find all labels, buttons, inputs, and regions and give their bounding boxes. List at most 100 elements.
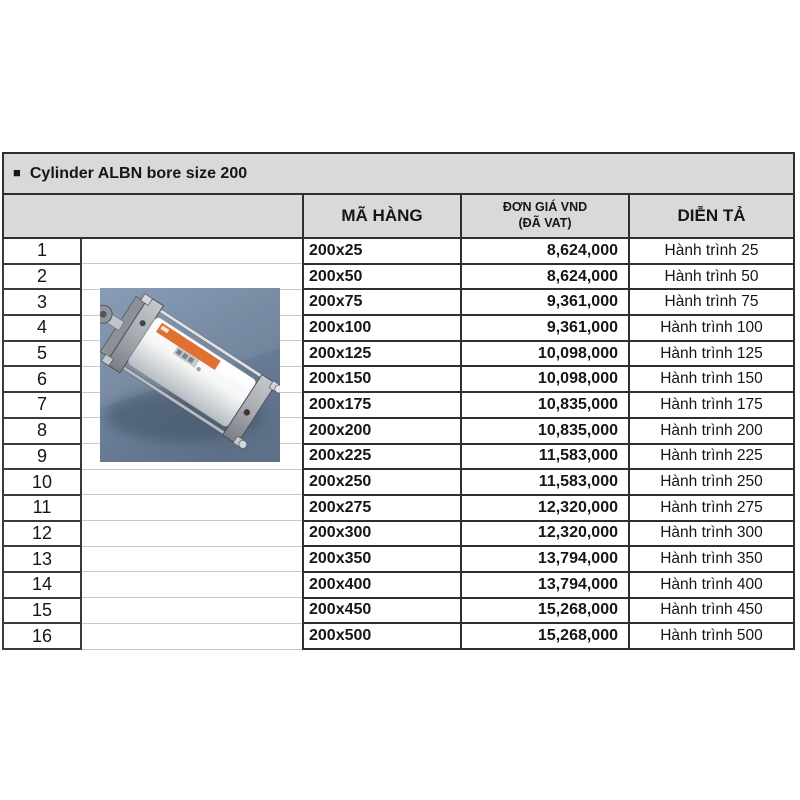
- product-description: Hành trình 125: [627, 339, 796, 368]
- row-number: 14: [2, 570, 82, 599]
- product-code: 200x100: [302, 314, 462, 342]
- nut: [238, 439, 248, 449]
- product-price: 12,320,000: [460, 493, 630, 522]
- table-row: 15 200x450 15,268,000 Hành trình 450: [2, 596, 796, 625]
- product-description: Hành trình 500: [627, 622, 796, 650]
- row-number: 10: [2, 468, 82, 496]
- product-description: Hành trình 100: [627, 314, 796, 342]
- product-price: 9,361,000: [460, 288, 630, 317]
- product-image-cell: [80, 263, 304, 290]
- product-code: 200x50: [302, 262, 462, 291]
- product-description: Hành trình 75: [627, 288, 796, 317]
- end-cap-right: [222, 373, 277, 445]
- product-price: 10,835,000: [460, 416, 630, 445]
- product-image-cell: [80, 237, 304, 265]
- row-number: 4: [2, 314, 82, 342]
- product-code: 200x275: [302, 493, 462, 522]
- row-number: 8: [2, 416, 82, 445]
- product-code: 200x125: [302, 339, 462, 368]
- row-number: 7: [2, 391, 82, 419]
- table-row: 16 200x500 15,268,000 Hành trình 500: [2, 622, 796, 650]
- header-empty-cell: [2, 193, 304, 239]
- product-code: 200x25: [302, 237, 462, 265]
- nut: [100, 353, 114, 367]
- product-price: 15,268,000: [460, 596, 630, 625]
- product-price: 10,098,000: [460, 365, 630, 394]
- row-number: 5: [2, 339, 82, 368]
- product-description: Hành trình 250: [627, 468, 796, 496]
- row-number: 16: [2, 622, 82, 650]
- row-number: 12: [2, 519, 82, 548]
- product-image-cell: [80, 520, 304, 547]
- clevis-hole: [99, 310, 107, 318]
- product-code: 200x150: [302, 365, 462, 394]
- row-number: 13: [2, 545, 82, 573]
- product-code: 200x350: [302, 545, 462, 573]
- header-don-gia-line1: ĐƠN GIÁ VND: [502, 200, 588, 215]
- cylinder-product-image: [93, 288, 284, 462]
- product-photo: [93, 288, 284, 462]
- table-header-row: MÃ HÀNG ĐƠN GIÁ VND (ĐÃ VAT) DIỄN TẢ: [2, 193, 796, 239]
- header-ma-hang: MÃ HÀNG: [302, 193, 462, 239]
- product-price: 10,098,000: [460, 339, 630, 368]
- product-code: 200x225: [302, 442, 462, 471]
- cylinder-label: [156, 322, 221, 372]
- product-image-cell: [80, 597, 304, 624]
- product-description: Hành trình 175: [627, 391, 796, 419]
- product-image-cell: [80, 571, 304, 599]
- product-price: 13,794,000: [460, 545, 630, 573]
- product-price: 8,624,000: [460, 262, 630, 291]
- row-number: 6: [2, 365, 82, 394]
- product-description: Hành trình 50: [627, 262, 796, 291]
- product-description: Hành trình 200: [627, 416, 796, 445]
- product-price: 15,268,000: [460, 622, 630, 650]
- table-title-row: ■ Cylinder ALBN bore size 200: [1, 152, 796, 195]
- product-price: 10,835,000: [460, 391, 630, 419]
- header-dien-ta: DIỄN TẢ: [627, 193, 796, 239]
- table-row: 2 200x50 8,624,000 Hành trình 50: [2, 262, 796, 291]
- table-row: 12 200x300 12,320,000 Hành trình 300: [2, 519, 796, 548]
- row-number: 3: [2, 288, 82, 317]
- square-bullet-icon: ■: [13, 164, 21, 180]
- table-row: 13 200x350 13,794,000 Hành trình 350: [2, 545, 796, 573]
- product-description: Hành trình 275: [627, 493, 796, 522]
- row-number: 15: [2, 596, 82, 625]
- product-price: 11,583,000: [460, 442, 630, 471]
- product-description: Hành trình 150: [627, 365, 796, 394]
- product-image-cell: [80, 622, 304, 650]
- product-code: 200x500: [302, 622, 462, 650]
- nut: [140, 293, 154, 306]
- product-price: 9,361,000: [460, 314, 630, 342]
- cap-bolt-hole: [139, 320, 146, 327]
- product-description: Hành trình 450: [627, 596, 796, 625]
- product-description: Hành trình 350: [627, 545, 796, 573]
- product-code: 200x300: [302, 519, 462, 548]
- product-price: 13,794,000: [460, 570, 630, 599]
- product-description: Hành trình 25: [627, 237, 796, 265]
- product-code: 200x175: [302, 391, 462, 419]
- price-table: ■ Cylinder ALBN bore size 200 MÃ HÀNG ĐƠN…: [1, 152, 796, 650]
- table-body: 1 200x25 8,624,000 Hành trình 25 2 200x50 8,62…: [2, 237, 796, 650]
- table-row: 11 200x275 12,320,000 Hành trình 275: [2, 493, 796, 522]
- product-price: 11,583,000: [460, 468, 630, 496]
- row-number: 1: [2, 237, 82, 265]
- product-image-cell: [80, 468, 304, 496]
- product-price: 12,320,000: [460, 519, 630, 548]
- table-row: 9 200x225 11,583,000 Hành trình 225: [2, 442, 796, 471]
- product-code: 200x400: [302, 570, 462, 599]
- product-image-cell: [80, 494, 304, 522]
- port-hole: [243, 409, 251, 416]
- row-number: 9: [2, 442, 82, 471]
- product-code: 200x200: [302, 416, 462, 445]
- header-don-gia: ĐƠN GIÁ VND (ĐÃ VAT): [460, 193, 630, 239]
- product-code: 200x450: [302, 596, 462, 625]
- table-row: 10 200x250 11,583,000 Hành trình 250: [2, 468, 796, 496]
- product-description: Hành trình 300: [627, 519, 796, 548]
- row-number: 11: [2, 493, 82, 522]
- product-description: Hành trình 400: [627, 570, 796, 599]
- header-don-gia-line2: (ĐÃ VAT): [518, 216, 572, 230]
- cylinder-assembly: [93, 293, 284, 449]
- table-title: ■ Cylinder ALBN bore size 200: [1, 152, 796, 195]
- table-row: 14 200x400 13,794,000 Hành trình 400: [2, 570, 796, 599]
